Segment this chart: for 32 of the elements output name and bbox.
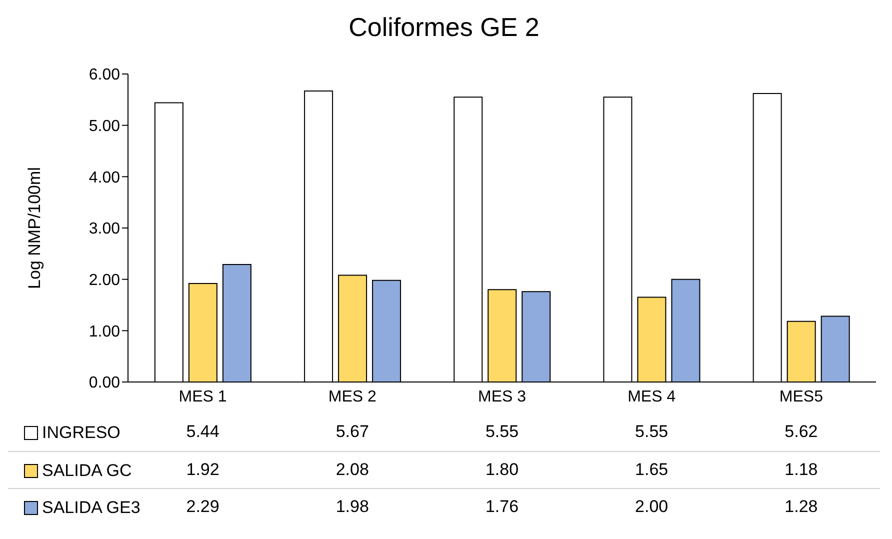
- data-label: 5.67: [334, 422, 370, 442]
- y-tick-label: 2.00: [88, 272, 120, 290]
- data-label: 1.98: [334, 497, 370, 517]
- y-tick-label: 3.00: [88, 220, 120, 238]
- data-label: 5.55: [484, 422, 520, 442]
- data-label: 1.76: [484, 497, 520, 517]
- legend-label: SALIDA GE3: [42, 498, 140, 518]
- y-tick-label: 0.00: [88, 374, 120, 392]
- x-tick-label: MES 1: [178, 388, 227, 406]
- y-tick-label: 6.00: [88, 66, 120, 84]
- data-label: 1.18: [784, 460, 819, 480]
- data-label: 5.44: [185, 422, 220, 442]
- x-tick-label: MES 4: [628, 388, 676, 406]
- x-tick-label: MES 2: [328, 388, 377, 406]
- data-label: 1.28: [784, 497, 819, 517]
- y-tick-label: 1.00: [88, 323, 120, 340]
- legend-label: SALIDA GC: [42, 461, 132, 481]
- data-label: 1.92: [186, 460, 220, 479]
- x-tick-label: MES 3: [478, 388, 526, 406]
- chart-title: Coliformes GE 2: [348, 12, 540, 43]
- data-label: 2.08: [334, 460, 370, 480]
- y-axis-title: Log NMP/100ml: [25, 167, 44, 289]
- data-label: 5.62: [784, 422, 819, 442]
- data-label: 1.80: [484, 460, 520, 480]
- y-tick-label: 5.00: [88, 118, 120, 136]
- data-label: 5.55: [634, 422, 670, 442]
- legend-label: INGRESO: [42, 423, 120, 443]
- data-label: 1.65: [634, 460, 670, 480]
- data-label: 2.29: [186, 497, 220, 516]
- y-tick-label: 4.00: [88, 169, 120, 186]
- data-label: 2.00: [634, 497, 670, 517]
- x-tick-label: MES5: [779, 388, 824, 406]
